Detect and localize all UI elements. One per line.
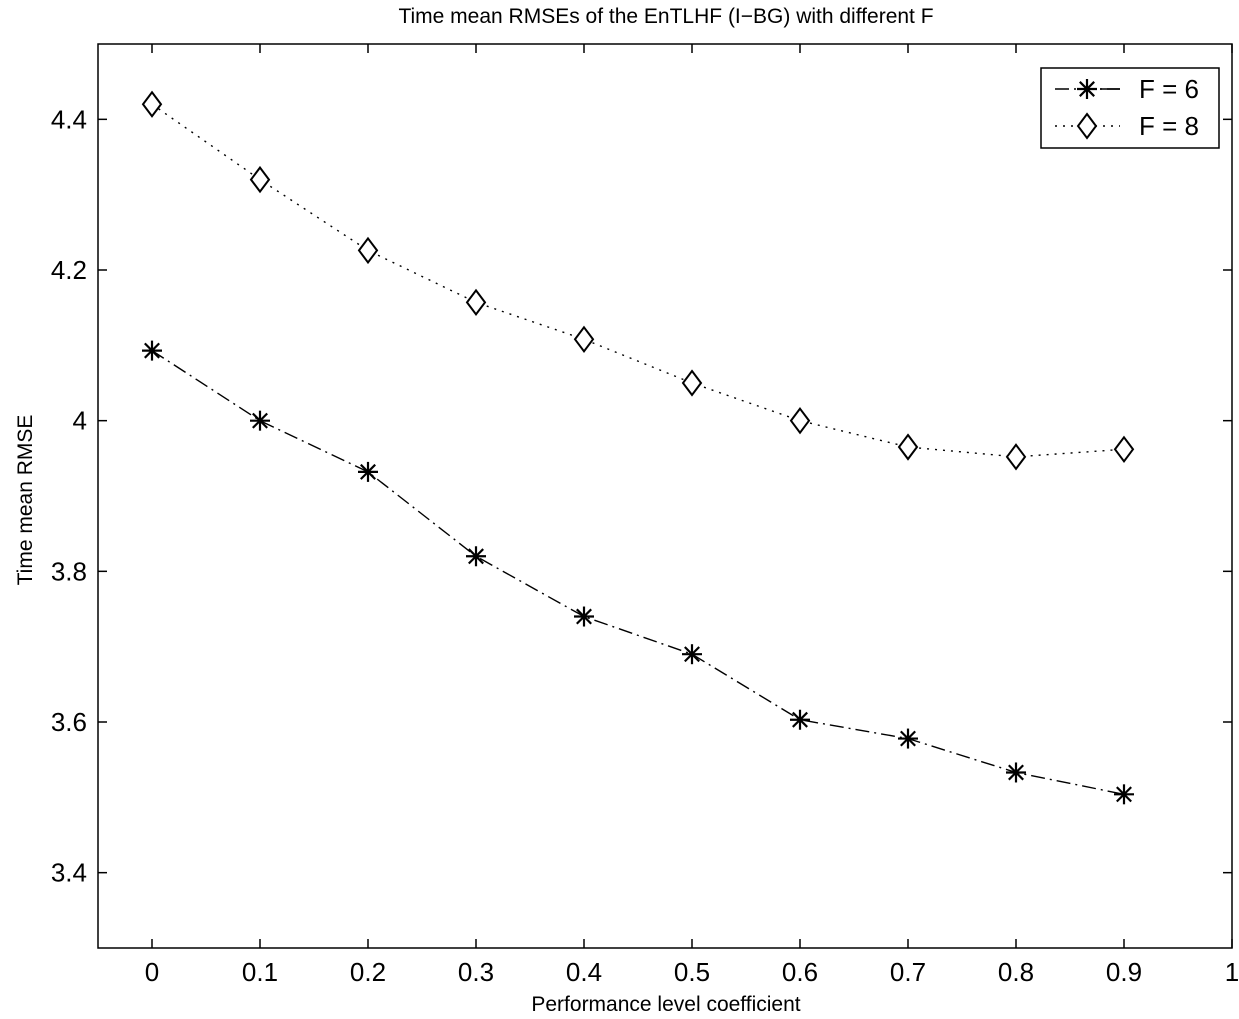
data-point-diamond	[357, 236, 379, 265]
data-point-diamond	[681, 369, 703, 397]
y-tick-label: 3.8	[51, 556, 87, 586]
series-line-1	[151, 350, 1125, 796]
legend-marker-diamond	[1076, 112, 1098, 140]
data-point-diamond	[573, 325, 595, 353]
data-point-asterisk	[898, 728, 918, 749]
y-tick-label: 4	[73, 406, 87, 436]
x-tick-label: 0.8	[998, 957, 1034, 987]
x-tick-label: 0.6	[782, 957, 818, 987]
legend-marker-asterisk	[1077, 79, 1097, 99]
legend: F = 6 F = 8	[1040, 67, 1220, 149]
y-tick-label: 4.4	[51, 104, 87, 134]
y-tick-label: 4.2	[51, 255, 87, 285]
data-point-asterisk	[1006, 762, 1026, 783]
data-point-asterisk	[466, 546, 486, 567]
data-point-asterisk	[358, 461, 378, 482]
x-tick-label: 0.1	[242, 957, 278, 987]
data-point-asterisk	[790, 709, 810, 730]
legend-label: F = 6	[1139, 74, 1199, 104]
y-tick-label: 3.6	[51, 707, 87, 737]
data-point-asterisk	[250, 410, 270, 431]
x-tick-label: 0.2	[350, 957, 386, 987]
x-axis-label: Performance level coefficient	[531, 993, 800, 1016]
x-tick-label: 0.9	[1106, 957, 1142, 987]
y-tick-label: 3.4	[51, 858, 87, 888]
data-point-diamond	[249, 165, 271, 194]
x-tick-label: 0.4	[566, 957, 602, 987]
data-point-diamond	[897, 433, 919, 461]
data-point-asterisk	[682, 644, 702, 665]
data-point-diamond	[789, 406, 811, 435]
x-axis-ticks: 0 0.1 0.2 0.3 0.4 0.5 0.6 0.7 0.8 0.9 1	[145, 44, 1239, 987]
y-axis-label: Time mean RMSE	[14, 415, 37, 586]
x-tick-label: 0.7	[890, 957, 926, 987]
data-point-diamond	[465, 288, 487, 317]
data-point-diamond	[1005, 443, 1027, 471]
data-point-asterisk	[574, 606, 594, 627]
chart-title: Time mean RMSEs of the EnTLHF (I−BG) wit…	[398, 5, 933, 28]
x-tick-label: 0.5	[674, 957, 710, 987]
legend-box	[1040, 67, 1220, 149]
x-tick-label: 1	[1225, 957, 1239, 987]
data-point-diamond	[141, 90, 163, 118]
y-axis-ticks: 3.4 3.6 3.8 4 4.2 4.4	[51, 104, 1232, 888]
x-tick-label: 0.3	[458, 957, 494, 987]
data-point-asterisk	[1114, 784, 1134, 805]
x-tick-label: 0	[145, 957, 159, 987]
data-point-asterisk	[142, 340, 162, 361]
plot-area-frame	[97, 43, 1233, 949]
series-line-2	[151, 103, 1125, 458]
series-layer	[141, 90, 1135, 805]
legend-label: F = 8	[1139, 111, 1199, 141]
data-point-diamond	[1113, 435, 1135, 463]
